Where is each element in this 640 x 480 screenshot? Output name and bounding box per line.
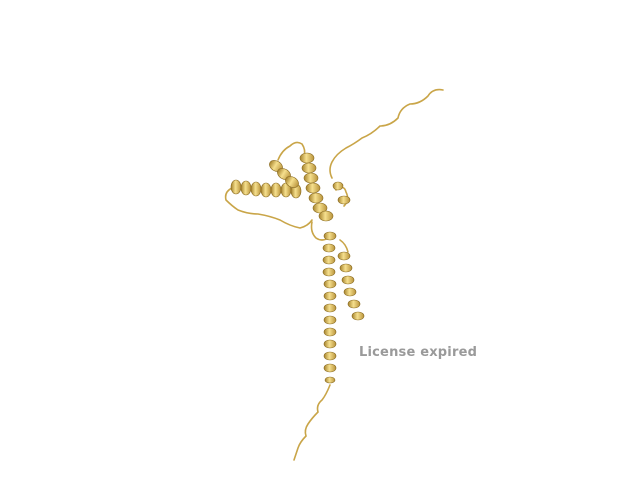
license-watermark: License expired <box>359 345 478 360</box>
coil-top-loop <box>277 141 306 161</box>
helix-left-horizontal <box>230 179 302 199</box>
coil-segments <box>224 88 444 461</box>
coil-right-connector <box>339 239 349 253</box>
helix-center-vertical <box>299 152 334 222</box>
helix-long-vertical <box>322 231 337 384</box>
helix-short-right <box>332 181 351 205</box>
coil-middle-connector <box>310 221 329 241</box>
helix-right-vertical <box>337 251 365 321</box>
coil-c-terminal-tail <box>329 88 444 179</box>
coil-left-loop <box>224 187 313 229</box>
helix-top-diagonal <box>269 160 299 188</box>
coil-n-terminal-tail <box>293 384 331 461</box>
